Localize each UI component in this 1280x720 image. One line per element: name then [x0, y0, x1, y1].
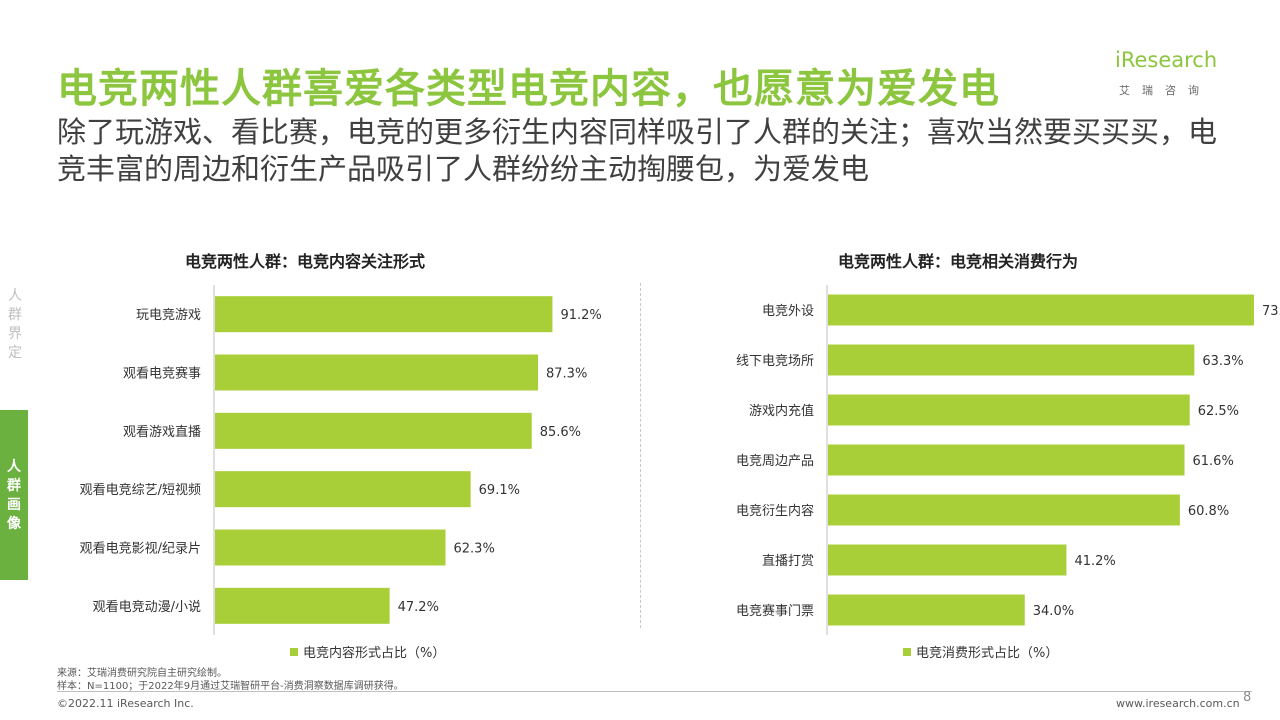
- category-label: 玩电竞游戏: [136, 307, 201, 323]
- bar: [828, 394, 1190, 426]
- category-label: 观看游戏直播: [123, 424, 201, 440]
- bar: [828, 544, 1067, 576]
- value-label: 60.8%: [1188, 504, 1229, 519]
- category-label: 观看电竞赛事: [123, 366, 201, 382]
- source-note: 来源：艾瑞消费研究院自主研究绘制。: [57, 668, 227, 679]
- logo-subtext: 艾瑞咨询: [1119, 84, 1211, 97]
- side-nav-item-definition[interactable]: 人群界定: [8, 288, 22, 361]
- legend-label: 电竞内容形式占比（%）: [303, 646, 446, 661]
- category-label: 电竞外设: [762, 303, 814, 319]
- value-label: 91.2%: [560, 308, 601, 323]
- logo-text: iResearch: [1115, 48, 1218, 72]
- left-chart-title: 电竞两性人群：电竞内容关注形式: [185, 252, 426, 271]
- value-label: 69.1%: [479, 483, 520, 498]
- bar: [828, 444, 1185, 476]
- bar: [215, 471, 471, 508]
- category-label: 电竞赛事门票: [736, 603, 814, 619]
- right-chart-title: 电竞两性人群：电竞相关消费行为: [838, 252, 1079, 271]
- side-nav-active-label: 人群画像: [7, 459, 21, 532]
- page-title: 电竞两性人群喜爱各类型电竞内容，也愿意为爱发电: [57, 66, 1000, 112]
- value-label: 87.3%: [546, 367, 587, 382]
- right-bar-chart: 电竞外设 73.6% 线下电竞场所 63.3% 游戏内充值 62.5% 电竞周边产品 61.6…: [736, 285, 1280, 635]
- legend-swatch: [903, 648, 911, 656]
- value-label: 47.2%: [398, 600, 439, 615]
- bar: [215, 354, 539, 391]
- value-label: 73.6%: [1262, 304, 1280, 319]
- side-nav-item-portrait[interactable]: 人群画像: [0, 410, 28, 580]
- page-number: 8: [1243, 690, 1252, 705]
- right-chart-legend: 电竞消费形式占比（%）: [903, 642, 1058, 661]
- left-bar-chart: 玩电竞游戏 91.2% 观看电竞赛事 87.3% 观看游戏直播 85.6% 观看电竞综艺/短…: [80, 285, 602, 635]
- category-label: 观看电竞综艺/短视频: [80, 482, 201, 498]
- value-label: 62.5%: [1198, 404, 1239, 419]
- category-label: 游戏内充值: [749, 403, 814, 419]
- category-label: 观看电竞影视/纪录片: [80, 541, 201, 557]
- copyright: ©2022.11 iResearch Inc.: [57, 697, 194, 710]
- category-label: 观看电竞动漫/小说: [93, 599, 201, 615]
- page-subtitle: 除了玩游戏、看比赛，电竞的更多衍生内容同样吸引了人群的关注；喜欢当然要买买买，电…: [57, 115, 1218, 186]
- bar: [828, 594, 1025, 626]
- category-label: 电竞周边产品: [736, 453, 814, 469]
- bar: [828, 294, 1254, 326]
- iresearch-logo: iResearch 艾瑞咨询: [1115, 40, 1235, 100]
- bar: [215, 529, 446, 566]
- value-label: 63.3%: [1202, 354, 1243, 369]
- left-chart-legend: 电竞内容形式占比（%）: [290, 642, 445, 661]
- bar: [215, 296, 553, 333]
- value-label: 62.3%: [454, 542, 495, 557]
- website-link[interactable]: www.iresearch.com.cn: [1116, 697, 1240, 710]
- category-label: 直播打赏: [762, 554, 814, 569]
- sample-note: 样本：N=1100；于2022年9月通过艾瑞智研平台-消费洞察数据库调研获得。: [57, 681, 404, 692]
- value-label: 61.6%: [1193, 454, 1234, 469]
- value-label: 41.2%: [1074, 554, 1115, 569]
- bar: [215, 587, 390, 624]
- value-label: 34.0%: [1033, 604, 1074, 619]
- bar: [828, 344, 1195, 376]
- footer-divider: [57, 691, 1252, 692]
- value-label: 85.6%: [540, 425, 581, 440]
- legend-label: 电竞消费形式占比（%）: [916, 646, 1059, 661]
- bar: [215, 412, 532, 449]
- category-label: 线下电竞场所: [736, 353, 814, 369]
- chart-divider: [640, 283, 641, 628]
- category-label: 电竞衍生内容: [736, 503, 814, 519]
- bar: [828, 494, 1180, 526]
- legend-swatch: [290, 648, 298, 656]
